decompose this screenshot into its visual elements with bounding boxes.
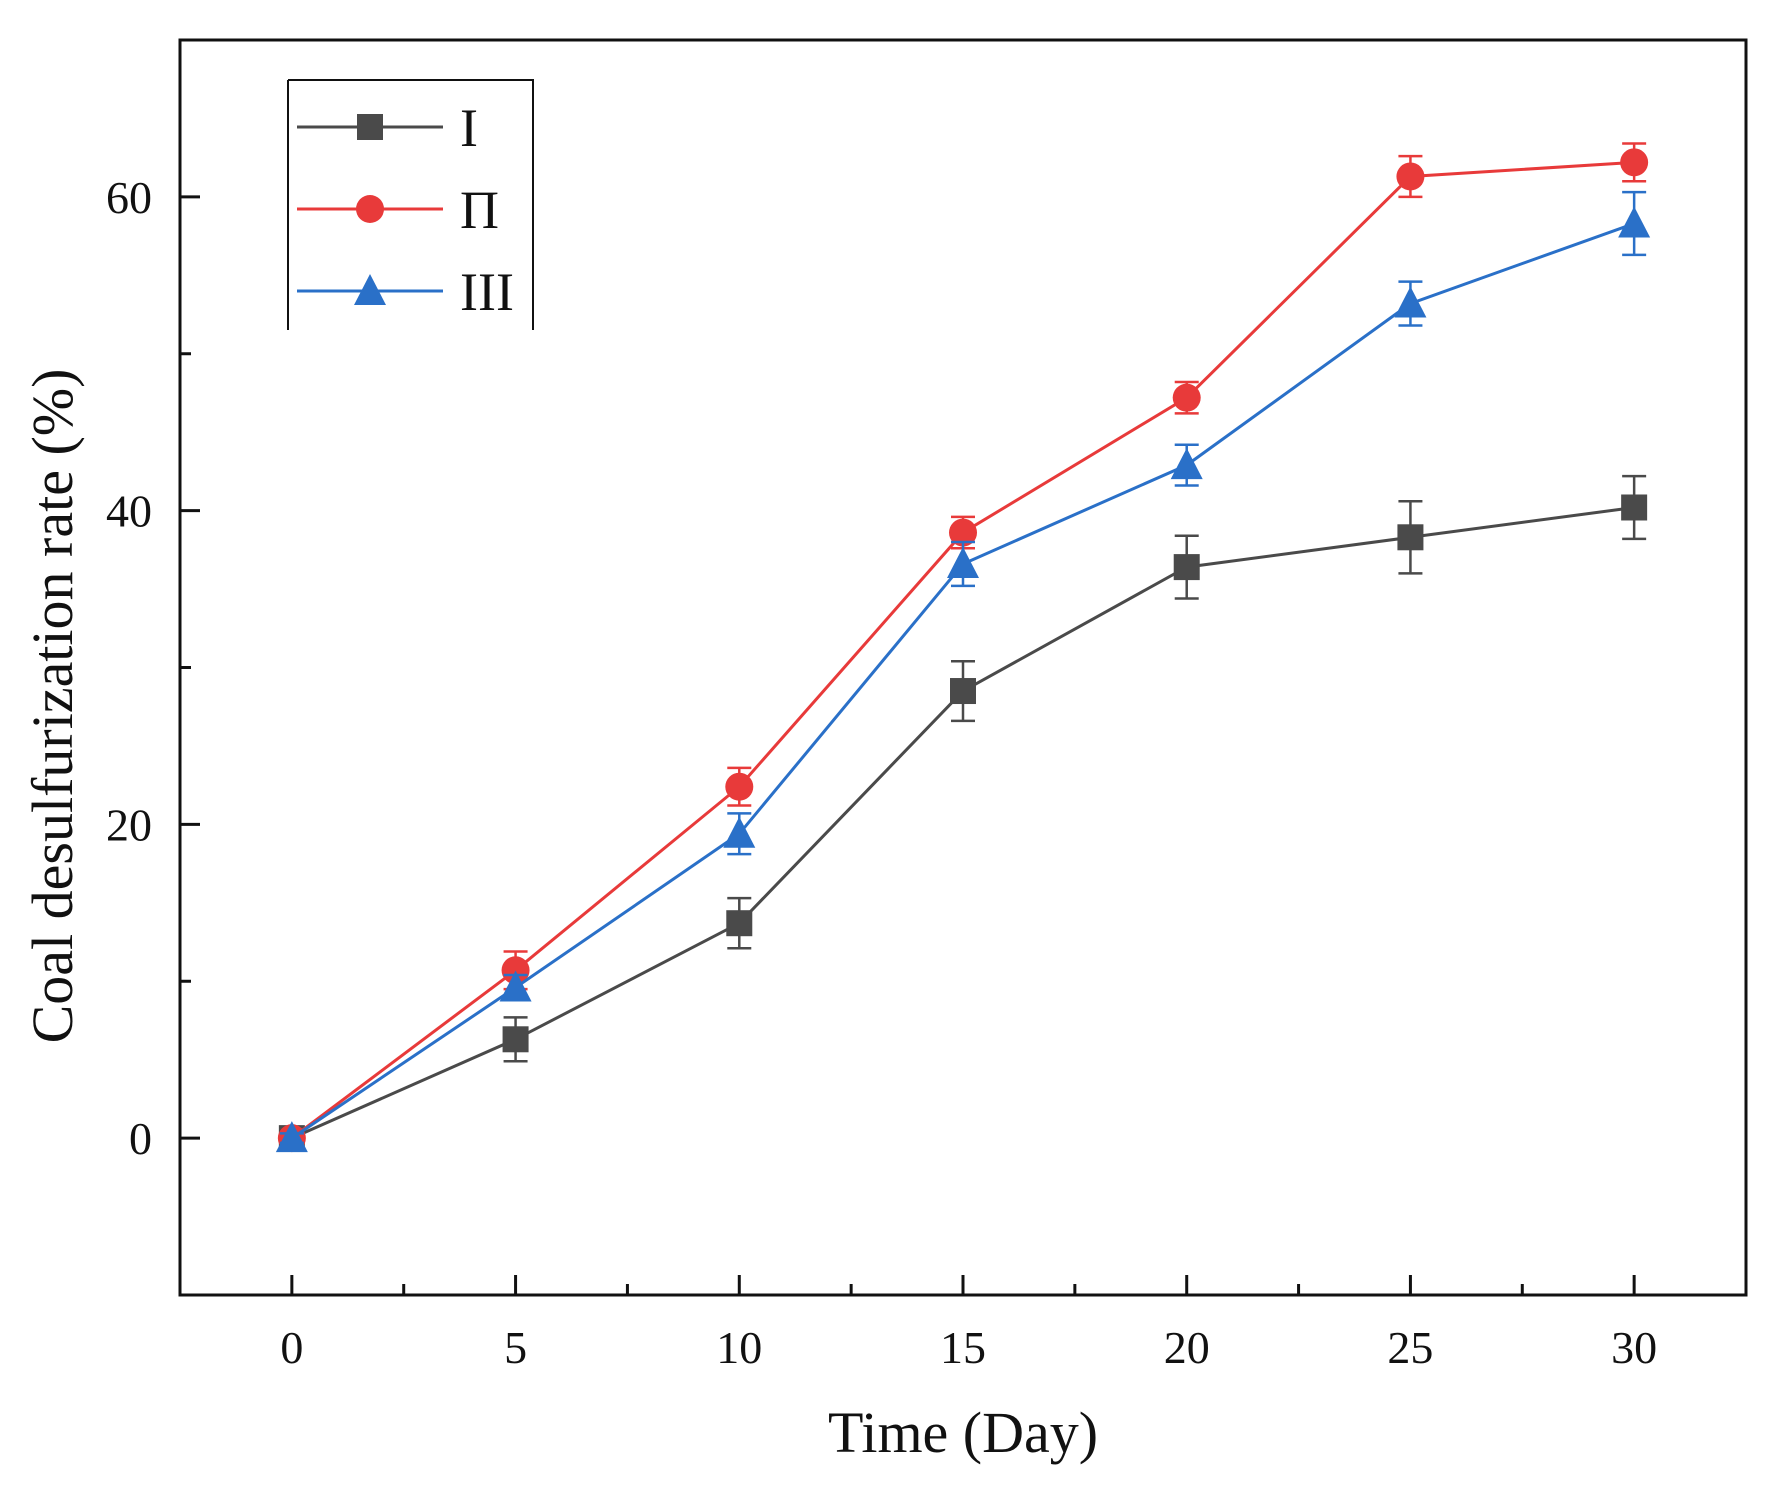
- data-point: [950, 678, 976, 705]
- legend-frame-top-right: [288, 79, 534, 330]
- data-point: [499, 970, 532, 1002]
- data-point: [947, 546, 979, 578]
- legend-entry-2: III: [297, 262, 514, 322]
- data-point: [1172, 383, 1201, 412]
- y-tick-label: 20: [106, 799, 152, 850]
- x-tick-label: 0: [280, 1322, 303, 1373]
- data-point: [1397, 524, 1424, 551]
- x-tick-label: 25: [1387, 1322, 1433, 1373]
- data-point: [501, 956, 530, 985]
- legend-entry-1: Π: [297, 180, 499, 240]
- x-tick-label: 5: [504, 1322, 527, 1373]
- x-tick-label: 15: [940, 1322, 986, 1373]
- series-layer: [275, 142, 1651, 1153]
- y-axis-title: Coal desulfurization rate (%): [20, 369, 85, 1044]
- data-point: [502, 1026, 529, 1053]
- data-point: [726, 910, 753, 937]
- data-point: [275, 1121, 308, 1153]
- data-point: [1173, 554, 1200, 581]
- data-point: [949, 518, 977, 547]
- x-axis-title: Time (Day): [828, 1400, 1098, 1465]
- y-tick-label: 0: [129, 1113, 152, 1164]
- x-tick-label: 30: [1611, 1322, 1657, 1373]
- y-tick-label: 60: [106, 172, 152, 223]
- legend-marker: [354, 274, 386, 305]
- data-point: [1170, 448, 1203, 480]
- legend-label: III: [460, 262, 514, 322]
- data-point: [1394, 286, 1427, 318]
- x-tick-label: 10: [716, 1322, 762, 1373]
- y-tick-label: 40: [106, 486, 152, 537]
- legend: IΠ III: [287, 79, 534, 330]
- data-point: [723, 816, 756, 848]
- tick-layer: 0 5 10 15 20 25 30 0 20 40 60: [106, 38, 1657, 1373]
- series-2: [275, 190, 1651, 1153]
- data-point: [1621, 494, 1648, 521]
- data-point: [1618, 206, 1651, 238]
- legend-entry-0: I: [297, 98, 478, 158]
- data-point: [725, 772, 754, 801]
- legend-marker: [356, 195, 384, 223]
- data-point: [1396, 162, 1425, 191]
- legend-label: Π: [460, 180, 499, 240]
- legend-label: I: [460, 98, 478, 158]
- data-point: [1620, 148, 1649, 177]
- plot-frame: [178, 38, 1748, 1297]
- series-1: [277, 142, 1649, 1153]
- legend-marker: [357, 114, 383, 140]
- x-tick-label: 20: [1164, 1322, 1210, 1373]
